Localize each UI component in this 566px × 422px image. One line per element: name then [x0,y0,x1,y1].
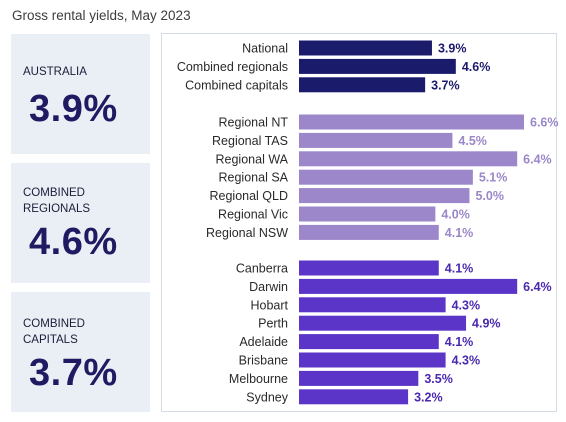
bar-perth [299,315,467,331]
bar-melbourne [299,370,419,386]
bar-regional-vic [299,206,436,222]
value-label-combined-capitals: 3.7% [431,78,460,92]
value-label-adelaide: 4.1% [445,335,474,349]
stat-card-combined-regionals: COMBINED REGIONALS 4.6% [11,163,150,283]
category-label-regional-nsw: Regional NSW [206,226,288,240]
stat-label-combined-capitals: COMBINED CAPITALS [23,318,85,346]
category-label-canberra: Canberra [236,262,288,276]
bar-regional-nsw [299,224,439,240]
category-label-regional-wa: Regional WA [216,152,289,166]
value-label-brisbane: 4.3% [452,354,481,368]
category-label-brisbane: Brisbane [239,354,288,368]
stat-card-combined-capitals: COMBINED CAPITALS 3.7% [11,292,150,412]
bar-sydney [299,389,409,405]
category-label-regional-nt: Regional NT [219,116,289,130]
category-label-melbourne: Melbourne [229,372,288,386]
value-label-regional-tas: 4.5% [458,134,487,148]
value-label-canberra: 4.1% [445,262,474,276]
bar-combined-capitals [299,77,426,93]
bar-adelaide [299,334,439,350]
value-label-perth: 4.9% [472,317,501,331]
bar-regional-qld [299,188,470,204]
stat-value-australia: 3.9% [29,88,118,130]
value-label-regional-nt: 6.6% [530,116,559,130]
category-label-adelaide: Adelaide [239,335,288,349]
value-label-combined-regionals: 4.6% [462,60,491,74]
category-label-combined-regionals: Combined regionals [177,60,288,74]
stat-label-combined-regionals: COMBINED REGIONALS [23,187,91,215]
bar-regional-tas [299,132,453,148]
bar-regional-wa [299,151,518,167]
value-label-darwin: 6.4% [523,280,552,294]
stat-card-australia: AUSTRALIA 3.9% [11,34,150,154]
bar-combined-regionals [299,58,456,74]
value-label-regional-nsw: 4.1% [445,226,474,240]
category-label-national: National [242,42,288,56]
value-label-hobart: 4.3% [452,298,481,312]
category-label-regional-qld: Regional QLD [209,189,288,203]
category-label-darwin: Darwin [249,280,288,294]
bar-hobart [299,297,446,313]
category-label-regional-tas: Regional TAS [212,134,288,148]
bar-regional-sa [299,169,473,185]
stat-value-combined-capitals: 3.7% [29,352,118,394]
value-label-regional-sa: 5.1% [479,171,508,185]
stat-value-combined-regionals: 4.6% [29,221,118,263]
bar-regional-nt [299,114,524,130]
category-label-regional-sa: Regional SA [219,171,289,185]
stat-label-australia: AUSTRALIA [23,66,87,78]
category-label-perth: Perth [258,317,288,331]
chart-title: Gross rental yields, May 2023 [12,8,191,23]
value-label-national: 3.9% [438,42,467,56]
bar-canberra [299,260,439,276]
bar-national [299,40,432,56]
value-label-regional-vic: 4.0% [441,208,470,222]
value-label-regional-qld: 5.0% [475,189,504,203]
category-label-regional-vic: Regional Vic [218,208,288,222]
bar-brisbane [299,352,446,368]
category-label-combined-capitals: Combined capitals [185,78,288,92]
bar-darwin [299,278,518,294]
value-label-sydney: 3.2% [414,390,443,404]
value-label-melbourne: 3.5% [424,372,453,386]
category-label-sydney: Sydney [246,390,288,404]
value-label-regional-wa: 6.4% [523,152,552,166]
category-label-hobart: Hobart [250,298,288,312]
